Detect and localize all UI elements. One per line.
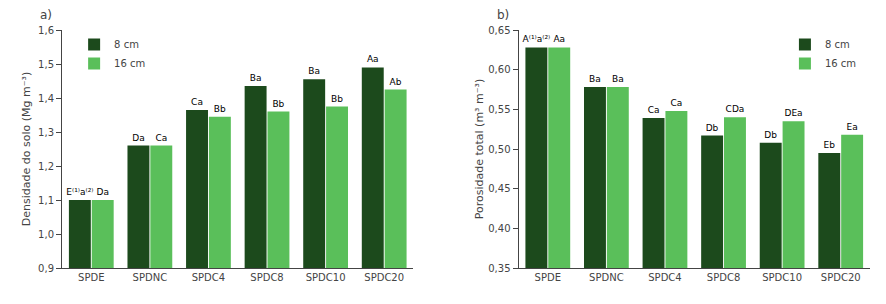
svg-text:SPDNC: SPDNC	[133, 272, 168, 283]
svg-text:SPDC10: SPDC10	[306, 272, 346, 283]
svg-text:Ca: Ca	[155, 133, 167, 143]
svg-text:Ba: Ba	[589, 74, 601, 84]
svg-text:8 cm: 8 cm	[114, 39, 139, 50]
svg-text:SPDC8: SPDC8	[250, 272, 283, 283]
svg-text:Bb: Bb	[214, 104, 226, 114]
svg-text:Ca: Ca	[648, 105, 660, 115]
svg-text:16 cm: 16 cm	[825, 58, 856, 69]
svg-text:SPDC8: SPDC8	[707, 272, 740, 283]
svg-text:Db: Db	[706, 123, 719, 133]
svg-text:1,0: 1,0	[38, 229, 54, 240]
svg-text:SPDC10: SPDC10	[762, 272, 802, 283]
svg-text:SPDC20: SPDC20	[364, 272, 404, 283]
svg-text:SPDC20: SPDC20	[821, 272, 861, 283]
svg-text:0,65: 0,65	[488, 25, 510, 36]
svg-text:1,1: 1,1	[38, 195, 54, 206]
svg-text:DEa: DEa	[784, 108, 802, 118]
svg-text:E⁽¹⁾a⁽²⁾: E⁽¹⁾a⁽²⁾	[66, 187, 93, 197]
svg-text:0,40: 0,40	[488, 223, 510, 234]
svg-text:Densidade do solo (Mg m⁻³): Densidade do solo (Mg m⁻³)	[20, 72, 33, 226]
svg-text:1,2: 1,2	[38, 161, 54, 172]
svg-text:0,50: 0,50	[488, 144, 510, 155]
svg-text:Aa: Aa	[553, 34, 565, 44]
svg-text:a): a)	[40, 8, 52, 22]
svg-text:Bb: Bb	[331, 94, 343, 104]
svg-text:Aa: Aa	[367, 54, 379, 64]
svg-text:0,9: 0,9	[38, 263, 54, 274]
svg-text:0,35: 0,35	[488, 263, 510, 274]
svg-text:0,45: 0,45	[488, 183, 510, 194]
svg-text:Eb: Eb	[823, 140, 835, 150]
svg-text:b): b)	[497, 8, 509, 22]
svg-text:1,3: 1,3	[38, 127, 54, 138]
svg-text:Db: Db	[764, 130, 777, 140]
svg-text:Ab: Ab	[390, 77, 402, 87]
svg-text:Ca: Ca	[191, 97, 203, 107]
svg-text:Porosidade total (m³ m⁻³): Porosidade total (m³ m⁻³)	[473, 79, 486, 220]
svg-text:1,6: 1,6	[38, 25, 54, 36]
svg-text:Da: Da	[132, 133, 144, 143]
svg-text:Ca: Ca	[670, 98, 682, 108]
svg-text:Ea: Ea	[847, 122, 858, 132]
svg-text:SPDC4: SPDC4	[192, 272, 225, 283]
svg-text:1,4: 1,4	[38, 93, 54, 104]
svg-text:A⁽¹⁾a⁽²⁾: A⁽¹⁾a⁽²⁾	[523, 34, 551, 44]
svg-text:SPDE: SPDE	[78, 272, 104, 283]
svg-text:CDa: CDa	[726, 104, 745, 114]
svg-text:Bb: Bb	[272, 99, 284, 109]
svg-text:Ba: Ba	[308, 66, 320, 76]
svg-text:SPDC4: SPDC4	[648, 272, 681, 283]
svg-text:0,60: 0,60	[488, 64, 510, 75]
svg-text:SPDE: SPDE	[535, 272, 561, 283]
svg-text:Da: Da	[96, 187, 108, 197]
svg-text:8 cm: 8 cm	[825, 39, 850, 50]
svg-text:SPDNC: SPDNC	[589, 272, 624, 283]
svg-text:0,55: 0,55	[488, 104, 510, 115]
svg-text:16 cm: 16 cm	[114, 58, 145, 69]
svg-text:1,5: 1,5	[38, 59, 54, 70]
svg-text:Ba: Ba	[612, 74, 624, 84]
svg-text:Ba: Ba	[250, 73, 262, 83]
